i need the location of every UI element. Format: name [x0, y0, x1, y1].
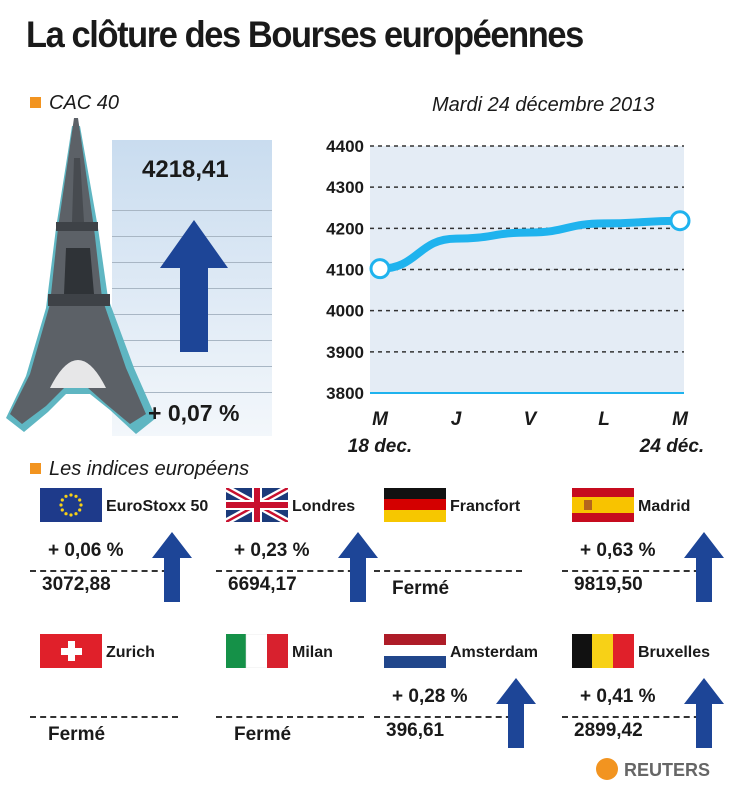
section-marker-icon: [30, 463, 41, 474]
chart-date: Mardi 24 décembre 2013: [432, 94, 655, 116]
index-name: Londres: [292, 498, 356, 515]
x-tick-sublabel: 18 dec.: [348, 436, 412, 457]
uk-flag-icon: [224, 484, 290, 526]
cac-line-chart: 4400 4300 4200 4100 4000 3900 3800 M 18 dec. J V L…: [326, 137, 704, 457]
y-tick-label: 4200: [326, 219, 364, 238]
section-marker-icon: [30, 97, 41, 108]
cac-value: 4218,41: [142, 156, 229, 183]
up-arrow-icon: [152, 532, 192, 607]
divider-line: [216, 716, 364, 718]
y-tick-label: 3800: [326, 384, 364, 403]
reuters-logo-icon: [596, 758, 618, 780]
switzerland-flag-icon: [40, 634, 102, 668]
eu-flag-icon: [40, 488, 102, 522]
index-value: Fermé: [234, 724, 292, 745]
eiffel-tower-icon: [6, 118, 156, 434]
index-change: + 0,41 %: [580, 686, 656, 707]
index-change: + 0,28 %: [392, 686, 468, 707]
spain-flag-icon: [572, 488, 634, 522]
netherlands-flag-icon: [384, 634, 446, 668]
index-name: EuroStoxx 50: [106, 498, 209, 515]
index-name: Francfort: [450, 498, 521, 515]
x-tick-label: L: [598, 409, 610, 430]
divider-line: [30, 716, 178, 718]
index-name: Bruxelles: [638, 644, 711, 661]
divider-line: [374, 570, 522, 572]
belgium-flag-icon: [572, 634, 634, 668]
index-name: Madrid: [638, 498, 691, 515]
x-tick-label: V: [524, 409, 538, 430]
chart-plot-area: [370, 146, 684, 393]
y-tick-label: 4300: [326, 178, 364, 197]
data-point: [669, 210, 691, 232]
up-arrow-icon: [160, 220, 228, 352]
index-value: 3072,88: [42, 574, 111, 595]
cac-section-label: CAC 40: [30, 92, 119, 115]
index-value: 6694,17: [228, 574, 297, 595]
up-arrow-icon: [684, 532, 724, 607]
y-tick-label: 3900: [326, 343, 364, 362]
index-change: + 0,06 %: [48, 540, 124, 561]
x-tick-sublabel: 24 déc.: [639, 436, 704, 457]
page-title: La clôture des Bourses européennes: [26, 14, 584, 55]
index-name: Amsterdam: [450, 644, 539, 661]
index-value: 2899,42: [574, 720, 643, 741]
divider-line: [30, 570, 178, 572]
index-change: + 0,23 %: [234, 540, 310, 561]
index-value: 396,61: [386, 720, 445, 741]
divider-line: [562, 570, 710, 572]
series-line: [376, 216, 684, 273]
divider-line: [216, 570, 364, 572]
up-arrow-icon: [496, 678, 536, 753]
x-tick-label: J: [451, 409, 462, 430]
index-value: 9819,50: [574, 574, 643, 595]
y-tick-label: 4100: [326, 261, 364, 280]
divider-line: [562, 716, 710, 718]
index-value: Fermé: [392, 578, 450, 599]
cac-change: + 0,07 %: [148, 400, 240, 426]
x-tick-label: M: [672, 409, 689, 430]
italy-flag-icon: [226, 633, 288, 669]
index-change: + 0,63 %: [580, 540, 656, 561]
y-tick-label: 4000: [326, 302, 364, 321]
x-tick-label: M: [372, 409, 389, 430]
germany-flag-icon: [384, 488, 446, 522]
europe-section-label: Les indices européens: [30, 458, 249, 481]
index-name: Zurich: [106, 644, 155, 661]
y-tick-label: 4400: [326, 137, 364, 156]
index-name: Milan: [292, 644, 333, 661]
source-credit: REUTERS: [596, 758, 710, 781]
data-point: [369, 258, 391, 280]
divider-line: [374, 716, 522, 718]
up-arrow-icon: [338, 532, 378, 607]
index-value: Fermé: [48, 724, 106, 745]
up-arrow-icon: [684, 678, 724, 753]
